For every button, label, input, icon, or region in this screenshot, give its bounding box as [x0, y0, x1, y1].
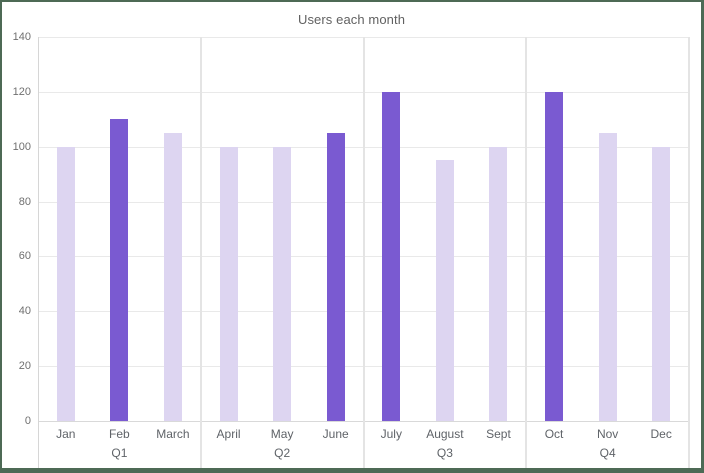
quarter-label-q1: Q1: [111, 446, 128, 460]
bar-slot-march: [146, 37, 200, 421]
month-label-oct: Oct: [544, 426, 564, 441]
y-tick-label-100: 100: [12, 141, 31, 153]
month-label-sept: Sept: [486, 426, 511, 441]
chart-title: Users each month: [297, 12, 406, 27]
bar-slot-sept: [472, 37, 526, 421]
month-label-july: July: [380, 426, 402, 441]
bar-march: [163, 133, 182, 421]
bar-august: [435, 160, 454, 421]
bar-may: [273, 147, 292, 421]
plot-area: Jan Feb March Q1 April May June Q2 July August Sep…: [38, 37, 690, 468]
bar-oct: [545, 92, 564, 421]
y-tick-label-140: 140: [12, 31, 31, 43]
y-axis: 0 20 40 60 80 100 120 140: [2, 31, 38, 468]
month-label-feb: Feb: [109, 426, 130, 441]
month-labels-q4: Oct Nov Dec: [527, 421, 688, 446]
bar-sept: [489, 147, 508, 421]
bar-slot-august: [418, 37, 472, 421]
bar-jan: [56, 147, 75, 421]
month-label-march: March: [156, 426, 190, 441]
month-label-may: May: [270, 426, 294, 441]
month-labels-q1: Jan Feb March: [39, 421, 200, 446]
y-tick-label-40: 40: [18, 305, 31, 317]
chart-area: 0 20 40 60 80 100 120 140 Jan Feb March Q1 April May…: [2, 31, 701, 468]
y-tick-label-60: 60: [18, 250, 31, 262]
bar-slot-nov: [581, 37, 635, 421]
bar-slot-june: [309, 37, 363, 421]
bar-slot-jan: [39, 37, 93, 421]
right-margin: [690, 37, 701, 468]
bar-slot-may: [255, 37, 309, 421]
quarter-label-q2: Q2: [274, 446, 291, 460]
bar-april: [219, 147, 238, 421]
quarter-group-q4: Oct Nov Dec Q4: [525, 37, 688, 468]
bar-slot-feb: [93, 37, 147, 421]
bar-slot-dec: [634, 37, 688, 421]
quarter-group-q2: April May June Q2: [199, 37, 363, 468]
bars-area-q1: [39, 37, 200, 421]
month-labels-q2: April May June: [202, 421, 363, 446]
quarter-group-q3: July August Sept Q3: [362, 37, 526, 468]
month-label-jan: Jan: [56, 426, 76, 441]
month-label-dec: Dec: [650, 426, 672, 441]
month-label-april: April: [216, 426, 241, 441]
month-label-nov: Nov: [596, 426, 619, 441]
y-tick-label-80: 80: [18, 196, 31, 208]
bar-slot-july: [365, 37, 419, 421]
bars-area-q2: [202, 37, 363, 421]
month-label-august: August: [426, 426, 464, 441]
bars-area-q3: [365, 37, 526, 421]
bar-nov: [598, 133, 617, 421]
quarter-group-q1: Jan Feb March Q1: [39, 37, 200, 468]
y-tick-label-0: 0: [24, 415, 31, 427]
month-label-june: June: [322, 426, 349, 441]
bar-dec: [652, 147, 671, 421]
bar-feb: [110, 119, 129, 421]
bar-july: [382, 92, 401, 421]
y-tick-label-120: 120: [12, 86, 31, 98]
month-labels-q3: July August Sept: [365, 421, 526, 446]
bar-june: [326, 133, 345, 421]
bars-area-q4: [527, 37, 688, 421]
y-tick-label-20: 20: [18, 360, 31, 372]
bar-slot-april: [202, 37, 256, 421]
quarter-label-q3: Q3: [436, 446, 453, 460]
quarter-label-q4: Q4: [599, 446, 616, 460]
bar-slot-oct: [527, 37, 581, 421]
